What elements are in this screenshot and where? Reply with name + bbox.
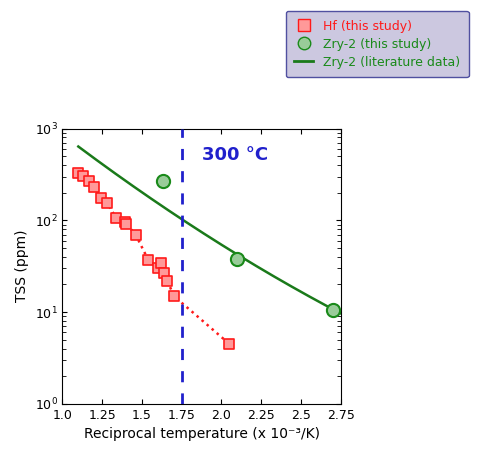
Point — [160, 269, 168, 276]
Point — [164, 277, 171, 285]
Point — [154, 265, 162, 272]
Point — [226, 340, 233, 347]
Point — [113, 215, 120, 222]
Point — [157, 260, 165, 267]
Legend: Hf (this study), Zry-2 (this study), Zry-2 (literature data): Hf (this study), Zry-2 (this study), Zry… — [286, 11, 469, 77]
Point — [170, 292, 178, 300]
Point — [79, 172, 87, 179]
Point — [144, 256, 152, 263]
X-axis label: Reciprocal temperature (x 10⁻³/K): Reciprocal temperature (x 10⁻³/K) — [84, 427, 320, 442]
Point — [329, 307, 336, 314]
Point — [103, 199, 111, 207]
Point — [234, 255, 241, 263]
Point — [122, 220, 130, 227]
Point — [90, 184, 98, 191]
Point — [132, 231, 139, 238]
Point — [97, 194, 105, 202]
Point — [85, 178, 93, 185]
Text: 300 °C: 300 °C — [203, 146, 268, 164]
Point — [74, 169, 82, 176]
Y-axis label: TSS (ppm): TSS (ppm) — [15, 230, 29, 302]
Point — [159, 178, 167, 185]
Point — [121, 218, 129, 225]
